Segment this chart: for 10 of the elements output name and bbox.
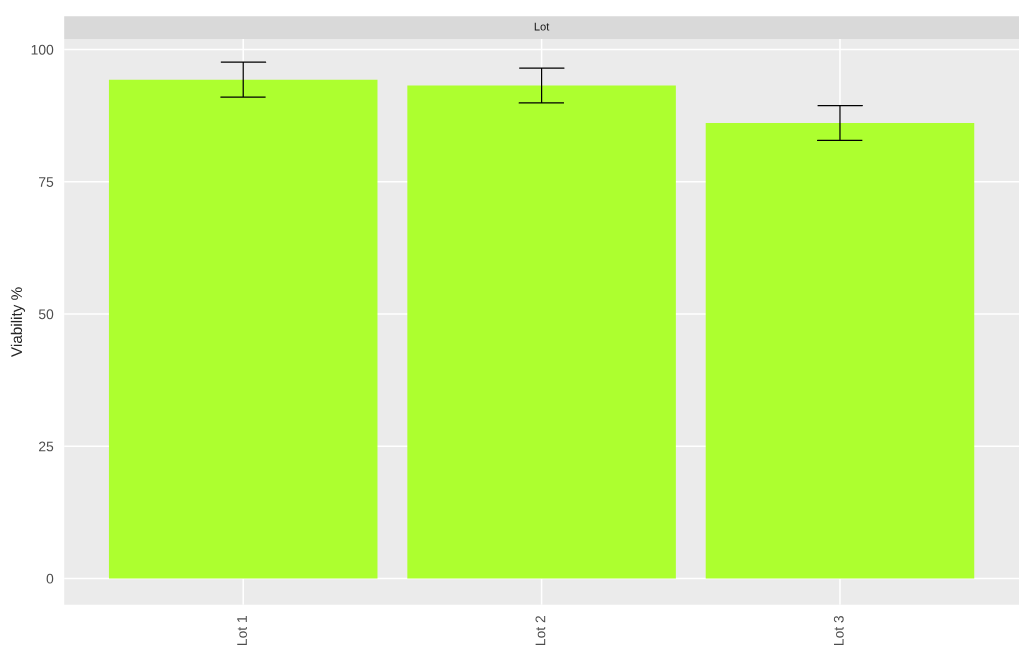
y-tick-label: 50 [38,309,54,320]
y-tick-label: 75 [39,177,54,187]
x-tick-label: Lot 1 [237,615,247,646]
y-tick-label: 25 [39,441,54,452]
y-tick-label: 100 [31,44,54,55]
x-tick-label: Lot 3 [833,615,844,646]
x-tick-label: Lot 2 [535,615,546,646]
y-tick-label: 0 [46,573,54,584]
y-axis-title: Viability % [10,287,26,357]
chart-title: Lot [534,22,550,31]
